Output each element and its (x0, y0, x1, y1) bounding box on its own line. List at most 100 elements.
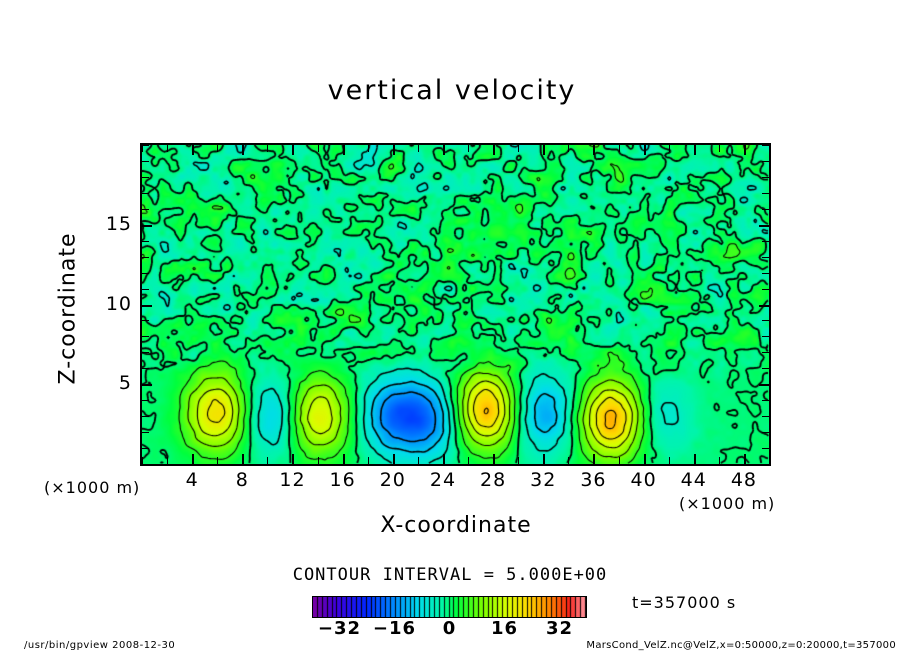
axis-tick (593, 454, 596, 464)
axis-tick (762, 240, 769, 242)
axis-tick (762, 432, 769, 434)
axis-tick (142, 256, 149, 258)
axis-tick (142, 400, 149, 402)
y-tick-label: 5 (118, 372, 132, 395)
colorbar-tick-label: −16 (372, 618, 417, 639)
axis-tick (142, 416, 149, 418)
axis-tick (142, 464, 149, 465)
axis-tick (167, 457, 169, 464)
axis-tick (518, 457, 520, 464)
axis-tick (762, 464, 769, 465)
axis-tick (142, 304, 152, 307)
axis-tick (292, 454, 295, 464)
axis-tick (759, 224, 769, 227)
axis-tick (769, 145, 770, 152)
axis-tick (142, 160, 149, 162)
axis-tick (618, 457, 620, 464)
axis-tick (643, 454, 646, 464)
x-tick-label: 40 (630, 469, 657, 491)
axis-tick (762, 208, 769, 210)
axis-tick (142, 208, 149, 210)
axis-tick (493, 454, 496, 464)
axis-tick (769, 457, 770, 464)
x-tick-label: 36 (580, 469, 607, 491)
x-tick-label: 20 (379, 469, 406, 491)
axis-tick (762, 256, 769, 258)
axis-tick (759, 384, 769, 387)
axis-tick (762, 192, 769, 194)
contour-interval-label: CONTOUR INTERVAL = 5.000E+00 (292, 565, 608, 585)
contour-plot-canvas (142, 145, 769, 464)
axis-tick (142, 336, 149, 338)
axis-tick (668, 457, 670, 464)
x-axis-unit-label: (×1000 m) (679, 494, 776, 513)
axis-tick (192, 145, 195, 155)
axis-tick (762, 272, 769, 274)
x-tick-label: 44 (680, 469, 707, 491)
axis-tick (618, 145, 620, 152)
axis-tick (392, 145, 395, 155)
axis-tick (317, 145, 319, 152)
x-tick-label: 8 (235, 469, 249, 491)
x-tick-label: 4 (185, 469, 199, 491)
contour-plot-frame (140, 143, 771, 466)
axis-tick (142, 272, 149, 274)
x-tick-label: 16 (329, 469, 356, 491)
axis-tick (442, 145, 445, 155)
x-tick-label: 48 (730, 469, 757, 491)
footer-source-label: MarsCond_VelZ.nc@VelZ,x=0:50000,z=0:2000… (586, 640, 896, 651)
axis-tick (142, 176, 149, 178)
axis-tick (142, 384, 152, 387)
axis-tick (743, 145, 746, 155)
axis-tick (342, 145, 345, 155)
x-axis-title: X-coordinate (380, 513, 532, 538)
colorbar-tick-label: 0 (442, 618, 457, 639)
axis-tick (142, 352, 149, 354)
axis-tick (217, 145, 219, 152)
axis-tick (367, 457, 369, 464)
axis-tick (417, 145, 419, 152)
axis-tick (442, 454, 445, 464)
axis-tick (762, 416, 769, 418)
colorbar-tick-label: 16 (490, 618, 519, 639)
axis-tick (267, 145, 269, 152)
axis-tick (342, 454, 345, 464)
axis-tick (759, 304, 769, 307)
colorbar-canvas (313, 597, 586, 617)
colorbar-tick-label: −32 (317, 618, 362, 639)
axis-tick (367, 145, 369, 152)
axis-tick (593, 145, 596, 155)
colorbar (312, 596, 587, 618)
axis-tick (392, 454, 395, 464)
y-tick-label: 10 (105, 292, 132, 315)
axis-tick (142, 288, 149, 290)
axis-tick (317, 457, 319, 464)
axis-tick (192, 454, 195, 464)
axis-tick (493, 145, 496, 155)
axis-tick (142, 320, 149, 322)
page-title: vertical velocity (327, 75, 577, 106)
footer-command-label: /usr/bin/gpview 2008-12-30 (24, 640, 176, 651)
axis-tick (762, 352, 769, 354)
axis-tick (568, 145, 570, 152)
axis-tick (762, 145, 769, 146)
axis-tick (693, 454, 696, 464)
x-tick-label: 24 (429, 469, 457, 491)
axis-tick (762, 448, 769, 450)
axis-tick (693, 145, 696, 155)
y-axis-title: Z-coordinate (55, 232, 81, 385)
axis-tick (543, 145, 546, 155)
axis-tick (417, 457, 419, 464)
axis-tick (142, 145, 149, 146)
axis-tick (142, 448, 149, 450)
axis-tick (518, 145, 520, 152)
axis-tick (762, 176, 769, 178)
axis-tick (242, 145, 245, 155)
axis-tick (242, 454, 245, 464)
axis-tick (142, 192, 149, 194)
axis-tick (668, 145, 670, 152)
axis-tick (267, 457, 269, 464)
axis-tick (543, 454, 546, 464)
axis-tick (142, 145, 143, 152)
axis-tick (142, 368, 149, 370)
